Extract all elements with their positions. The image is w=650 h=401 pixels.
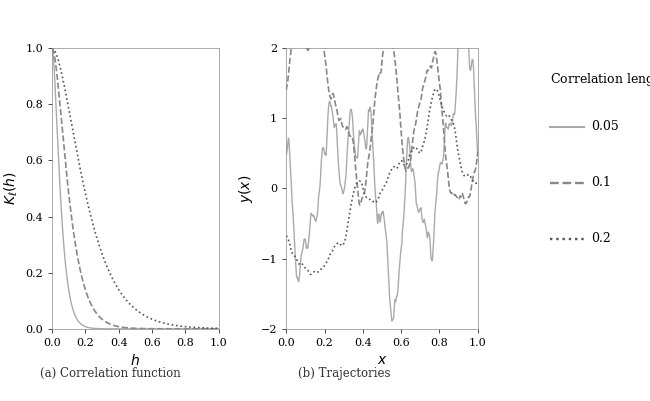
Text: (b) Trajectories: (b) Trajectories: [298, 367, 391, 380]
Text: 0.2: 0.2: [591, 233, 611, 245]
Text: (a) Correlation function: (a) Correlation function: [40, 367, 181, 380]
Y-axis label: $y(x)$: $y(x)$: [237, 174, 255, 203]
X-axis label: $x$: $x$: [376, 353, 387, 367]
Text: 0.1: 0.1: [591, 176, 611, 189]
Y-axis label: $K_\ell(h)$: $K_\ell(h)$: [2, 172, 20, 205]
X-axis label: $h$: $h$: [131, 353, 140, 369]
Text: Correlation length $\ell$: Correlation length $\ell$: [550, 71, 650, 87]
Text: 0.05: 0.05: [591, 120, 619, 133]
